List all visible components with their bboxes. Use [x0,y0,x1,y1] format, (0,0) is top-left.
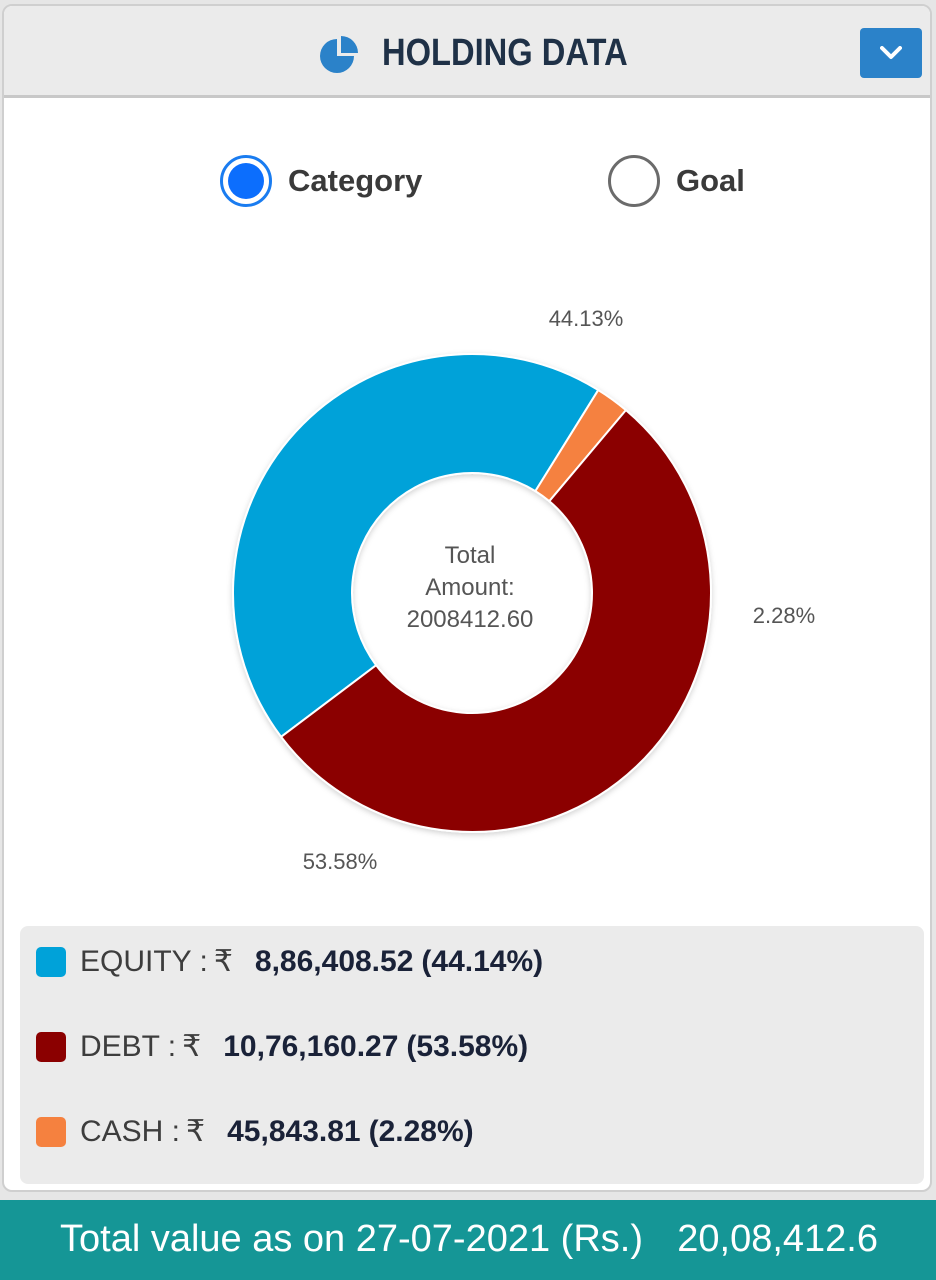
radio-dot [228,163,264,199]
legend-amount: 45,843.81 [227,1114,361,1148]
legend-row-cash: CASH : ₹ 45,843.81 (2.28%) [36,1114,474,1149]
rupee-symbol: ₹ [213,945,233,978]
legend-name: DEBT : [80,1029,177,1063]
radio-goal-label: Goal [676,163,745,198]
slice-label-cash: 2.28% [753,603,815,628]
slice-label-equity: 44.13% [549,306,624,331]
radio-button-unchecked[interactable] [608,155,660,207]
slice-label-debt: 53.58% [303,849,378,874]
card-header: HOLDING DATA [4,6,930,98]
legend-name: EQUITY : [80,944,208,978]
legend-swatch [36,1116,66,1147]
legend-amount: 8,86,408.52 [254,944,414,978]
rupee-symbol: ₹ [186,1115,206,1148]
center-text-line-3: 2008412.60 [407,606,534,633]
holding-legend: EQUITY : ₹ 8,86,408.52 (44.14%) DEBT : ₹… [20,926,924,1184]
expand-dropdown-button[interactable] [860,28,922,78]
legend-percent: (44.14%) [421,944,544,978]
holding-data-card: HOLDING DATA 44.13% 2.28% 53.58% Total Amo… [2,4,932,1192]
center-text-line-2: Amount: [425,574,514,601]
rupee-symbol: ₹ [182,1030,202,1063]
radio-category-label: Category [288,163,423,198]
holding-donut-chart: 44.13% 2.28% 53.58% Total Amount: 2008412.… [232,306,815,874]
total-value-label: Total value as on 27-07-2021 (Rs.) [60,1218,643,1260]
legend-percent: (53.58%) [406,1029,529,1063]
radio-goal[interactable]: Goal [608,155,745,207]
page-title: HOLDING DATA [382,32,628,74]
center-text-line-1: Total [445,542,496,569]
legend-percent: (2.28%) [368,1114,474,1148]
pie-chart-icon [320,36,358,73]
donut-slice-debt[interactable] [279,408,712,833]
legend-row-debt: DEBT : ₹ 10,76,160.27 (53.58%) [36,1029,528,1064]
legend-name: CASH : [80,1114,181,1148]
chevron-down-icon [880,46,902,59]
radio-category[interactable]: Category [220,155,422,207]
donut-slice-equity[interactable] [232,353,600,739]
legend-swatch [36,946,66,977]
total-value-amount: 20,08,412.6 [677,1218,878,1260]
legend-row-equity: EQUITY : ₹ 8,86,408.52 (44.14%) [36,944,543,979]
radio-button-checked[interactable] [220,155,272,207]
legend-swatch [36,1031,66,1062]
total-value-bar: Total value as on 27-07-2021 (Rs.) 20,08… [0,1200,936,1280]
legend-amount: 10,76,160.27 [223,1029,399,1063]
